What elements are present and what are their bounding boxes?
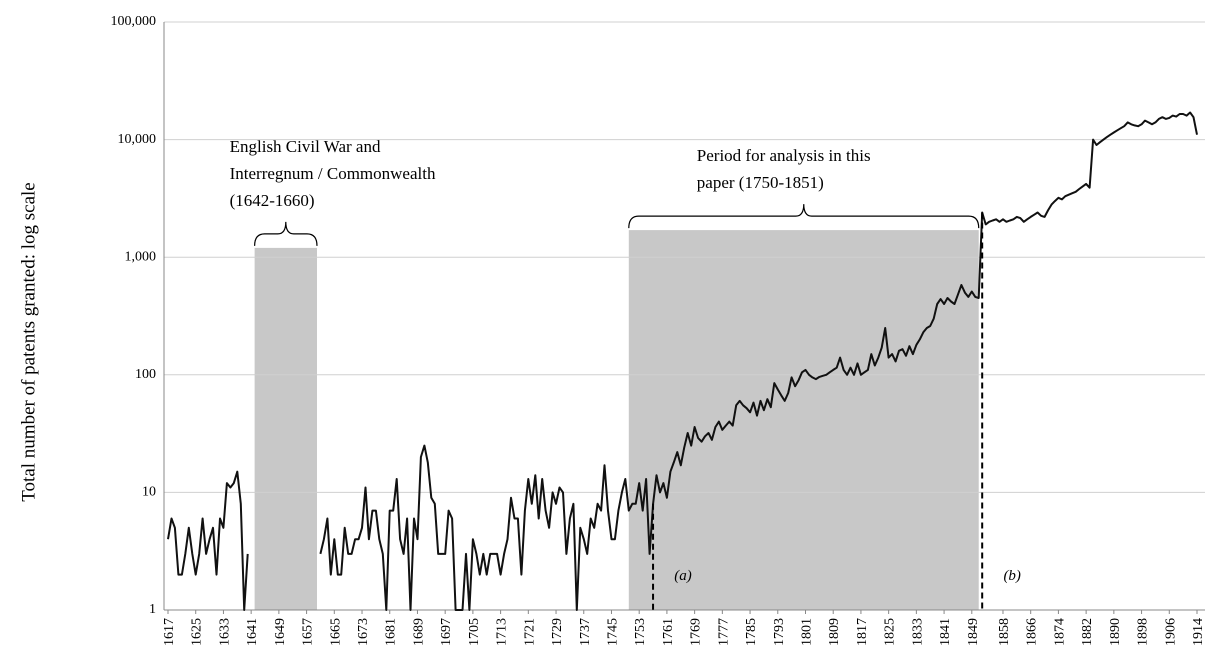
marker-label: (b)	[1003, 568, 1021, 584]
data-line	[319, 111, 1198, 611]
x-tick-label: 1753	[633, 618, 648, 646]
x-tick-label: 1874	[1052, 618, 1067, 646]
x-tick-label: 1737	[578, 618, 593, 646]
annotation: paper (1750-1851)	[697, 173, 824, 192]
y-tick-label: 10,000	[118, 132, 157, 147]
annotation: (1642-1660)	[230, 191, 315, 210]
x-tick-label: 1649	[273, 618, 288, 646]
brace	[254, 221, 318, 246]
x-tick-label: 1689	[411, 618, 426, 646]
annotation: English Civil War and	[230, 137, 381, 156]
x-tick-label: 1633	[217, 618, 232, 646]
x-tick-label: 1673	[356, 618, 371, 646]
x-tick-label: 1625	[190, 618, 205, 646]
x-tick-label: 1777	[716, 618, 731, 646]
x-tick-label: 1882	[1080, 618, 1095, 646]
x-tick-label: 1641	[245, 618, 260, 646]
x-tick-label: 1793	[772, 618, 787, 646]
x-tick-label: 1665	[328, 618, 343, 646]
x-tick-label: 1833	[910, 618, 925, 646]
x-tick-label: 1761	[661, 618, 676, 646]
x-tick-label: 1785	[744, 618, 759, 646]
x-tick-label: 1898	[1136, 618, 1151, 646]
annotation: Interregnum / Commonwealth	[230, 164, 436, 183]
x-tick-label: 1657	[301, 618, 316, 646]
annotation: Period for analysis in this	[697, 146, 871, 165]
x-tick-label: 1890	[1108, 618, 1123, 646]
x-tick-label: 1729	[550, 618, 565, 646]
data-line	[167, 470, 249, 611]
y-tick-label: 1,000	[125, 249, 157, 264]
y-tick-label: 10	[142, 485, 156, 500]
x-tick-label: 1705	[467, 618, 482, 646]
x-tick-label: 1866	[1025, 618, 1040, 646]
x-tick-label: 1849	[966, 618, 981, 646]
x-tick-label: 1914	[1191, 618, 1206, 646]
x-tick-label: 1817	[855, 618, 870, 646]
x-tick-label: 1906	[1163, 618, 1178, 646]
x-tick-label: 1681	[384, 618, 399, 646]
y-tick-label: 100	[135, 367, 156, 382]
x-tick-label: 1617	[162, 618, 177, 646]
x-tick-label: 1801	[799, 618, 814, 646]
shaded-region	[628, 230, 979, 610]
y-tick-label: 1	[149, 602, 156, 617]
brace	[628, 204, 980, 229]
y-tick-label: 100,000	[111, 14, 157, 29]
x-tick-label: 1697	[439, 618, 454, 646]
x-tick-label: 1713	[495, 618, 510, 646]
marker-label: (a)	[674, 568, 692, 584]
x-tick-label: 1745	[605, 618, 620, 646]
shaded-region	[254, 247, 317, 610]
y-axis-label: Total number of patents granted: log sca…	[18, 182, 39, 501]
x-tick-label: 1809	[827, 618, 842, 646]
x-tick-label: 1841	[938, 618, 953, 646]
x-tick-label: 1769	[689, 618, 704, 646]
x-tick-label: 1721	[522, 618, 537, 646]
x-tick-label: 1858	[997, 618, 1012, 646]
x-tick-label: 1825	[883, 618, 898, 646]
